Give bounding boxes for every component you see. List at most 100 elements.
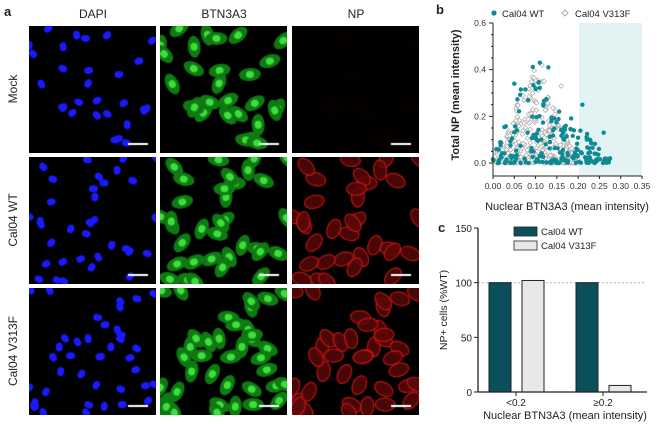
scatter-point-wt (574, 141, 580, 146)
scatter-point-wt (529, 149, 534, 154)
scatter-point-wt (513, 124, 518, 129)
scatter-point-wt (537, 114, 542, 119)
scatter-point-wt (540, 120, 546, 125)
scatter-point-wt (554, 120, 559, 125)
column-header-dapi: DAPI (78, 7, 107, 21)
scatter-point-wt (516, 109, 522, 114)
scatter-point-wt (554, 158, 559, 163)
y-tick-label: 0.0 (474, 158, 486, 168)
scatter-point-wt (552, 126, 557, 131)
scatter-point-wt (557, 160, 562, 166)
scatter-point-wt (607, 156, 613, 161)
scatter-point-v313f (549, 105, 556, 111)
legend-v313f-label: Cal04 V313F (541, 241, 597, 252)
scatter-point-wt (533, 86, 538, 92)
bar-cal04-v313f-0 (521, 279, 545, 393)
scatter-point-wt (544, 160, 549, 165)
scatter-point-wt (543, 142, 548, 147)
scatter-point-wt (526, 98, 531, 103)
y-tick-label: 0.2 (474, 111, 486, 121)
scatter-point-wt (539, 151, 544, 156)
micrograph-btn3a3-row3 (160, 288, 287, 415)
scatter-point-wt (596, 146, 602, 152)
legend-wt-marker (491, 10, 497, 16)
scatter-point-wt (600, 160, 606, 166)
scatter-point-wt (547, 146, 552, 151)
scatter-point-v313f (514, 114, 521, 120)
scatter-point-wt (498, 143, 503, 148)
y-axis-label: Total NP (mean intensity) (450, 29, 462, 160)
y-tick-label: 0.6 (474, 18, 486, 28)
scatter-point-v313f (522, 125, 529, 131)
bar-cal04-wt-0 (488, 282, 512, 393)
scatter-point-wt (518, 143, 523, 149)
y-tick-label: 0 (466, 388, 472, 399)
scatter-point-wt (512, 159, 517, 164)
scatter-point-wt (511, 154, 517, 159)
scatter-point-wt (575, 135, 581, 140)
scatter-point-v313f (524, 147, 530, 153)
scatter-point-wt (530, 154, 535, 160)
scatter-point-wt (515, 97, 520, 102)
scatter-point-v313f (507, 147, 514, 153)
bar-cal04-v313f-1 (608, 384, 632, 393)
y-axis-label: NP+ cells (%WT) (438, 270, 450, 350)
scatter-point-wt (594, 151, 599, 157)
scatter-point-wt (517, 92, 523, 97)
micrograph-np-row2 (292, 157, 419, 284)
scatter-point-wt (580, 102, 585, 107)
micrograph-dapi-row2 (29, 157, 156, 284)
scatter-point-wt (556, 116, 561, 122)
scatter-point-wt (518, 160, 523, 165)
scatter-point-wt (564, 134, 569, 139)
x-tick-label: 0.30 (612, 181, 629, 191)
y-tick-label: 150 (455, 224, 472, 235)
scatter-point-v313f (546, 122, 553, 129)
legend-v313f-swatch (513, 240, 538, 251)
scatter-point-v313f (524, 135, 531, 141)
scatter-point-v313f (505, 150, 512, 157)
legend-v313f-label: Cal04 V313F (575, 9, 631, 20)
scatter-point-v313f (519, 131, 526, 137)
scatter-point-wt (576, 159, 582, 165)
scatter-point-wt (594, 156, 600, 162)
scatter-point-wt (592, 141, 598, 147)
scatter-point-wt (601, 130, 606, 135)
scatter-point-wt (560, 130, 566, 136)
scatter-point-v313f (513, 117, 519, 124)
scatter-point-v313f (543, 132, 550, 138)
scatter-point-wt (586, 146, 592, 151)
scatter-point-wt (508, 143, 513, 148)
x-axis-label: Nuclear BTN3A3 (mean intensity) (483, 410, 647, 422)
scatter-point-v313f (527, 126, 534, 133)
scatter-point-v313f (515, 139, 522, 145)
scatter-point-wt (503, 160, 509, 165)
legend-wt-label: Cal04 WT (502, 9, 544, 20)
scatter-point-wt (560, 158, 565, 163)
scatter-point-wt (547, 134, 552, 140)
scatter-point-wt (587, 155, 593, 160)
scatter-point-wt (536, 127, 541, 133)
scatter-point-wt (536, 80, 541, 85)
scatter-point-wt (561, 136, 566, 142)
scatter-point-wt (573, 160, 578, 165)
scatter-point-v313f (527, 139, 534, 146)
scatter-point-wt (508, 139, 513, 144)
scatter-point-v313f (516, 123, 522, 129)
scatter-point-wt (523, 87, 528, 92)
scatter-point-wt (546, 65, 551, 70)
scatter-point-wt (540, 159, 545, 165)
x-tick-label: 0.25 (591, 181, 608, 191)
scatter-point-wt (584, 160, 589, 165)
scatter-point-wt (571, 128, 577, 133)
scatter-point-v313f (547, 152, 554, 159)
scatter-point-wt (568, 116, 574, 121)
scatter-point-wt (535, 157, 540, 162)
scatter-point-wt (552, 145, 558, 151)
scatter-point-wt (572, 153, 577, 158)
x-tick-label: ≥0.2 (593, 398, 613, 409)
scatter-point-v313f (520, 140, 526, 147)
scatter-point-wt (588, 140, 594, 146)
legend-wt-swatch (513, 226, 538, 237)
